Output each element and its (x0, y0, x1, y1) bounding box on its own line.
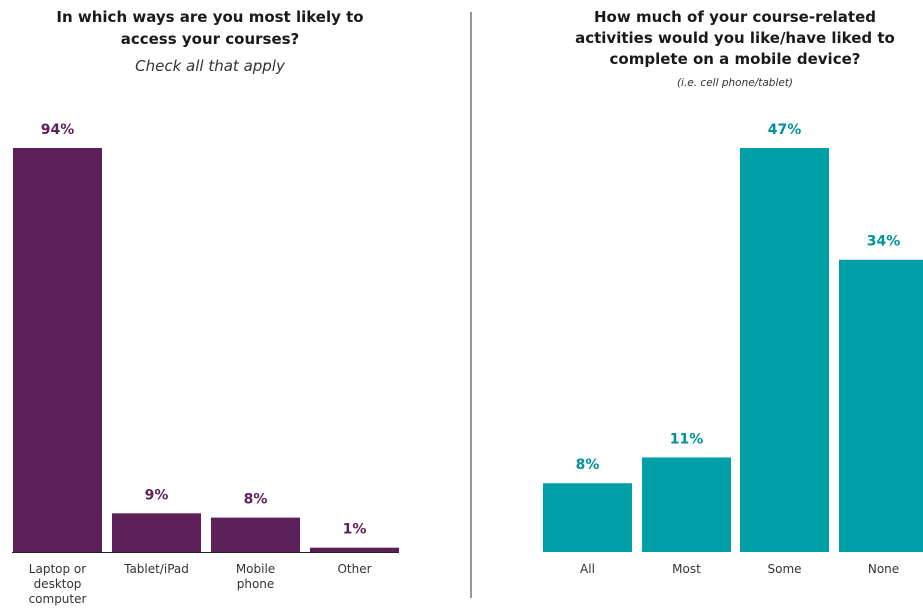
category-label: None (868, 562, 899, 576)
category-label: Most (672, 562, 701, 576)
chart-title-line: In which ways are you most likely to (56, 8, 363, 26)
bar-2 (642, 457, 731, 552)
bar-1 (543, 483, 632, 552)
category-label: Other (337, 562, 371, 576)
data-label: 8% (576, 457, 600, 473)
chart-title-line: activities would you like/have liked to (575, 29, 895, 47)
category-label: desktop (34, 577, 82, 591)
data-label: 34% (867, 234, 901, 250)
data-label: 94% (41, 122, 75, 138)
category-label: Mobile (236, 562, 275, 576)
chart-title-line: complete on a mobile device? (610, 50, 861, 68)
bar-4 (310, 547, 399, 552)
category-label: computer (29, 592, 87, 606)
bar-3 (740, 148, 829, 552)
bar-1 (13, 148, 102, 552)
data-label: 47% (768, 122, 802, 138)
bar-4 (839, 259, 923, 552)
data-label: 9% (145, 487, 169, 503)
data-label: 8% (244, 492, 268, 508)
category-label: Tablet/iPad (123, 562, 189, 576)
chart-subtitle: (i.e. cell phone/tablet) (677, 77, 793, 89)
data-label: 1% (343, 522, 367, 538)
category-label: Some (767, 562, 801, 576)
chart-subtitle: Check all that apply (135, 57, 286, 75)
chart-title-line: How much of your course-related (594, 8, 876, 26)
data-label: 11% (670, 431, 704, 447)
bar-2 (112, 513, 201, 552)
category-label: phone (237, 577, 275, 591)
chart-title-line: access your courses? (121, 30, 300, 48)
category-label: Laptop or (29, 562, 86, 576)
category-label: All (580, 562, 595, 576)
bar-3 (211, 517, 300, 552)
